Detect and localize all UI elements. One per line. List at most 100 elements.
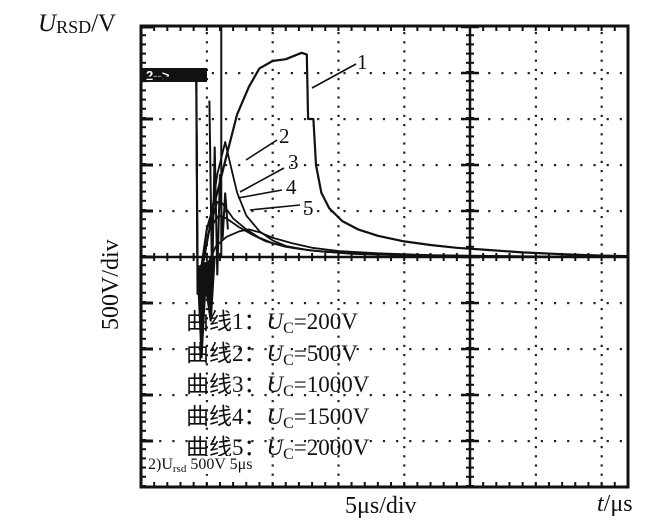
grid-dot	[211, 348, 214, 351]
grid-dot	[567, 394, 570, 397]
grid-dot	[277, 118, 280, 121]
grid-dot	[205, 206, 208, 209]
grid-dot	[600, 32, 603, 35]
grid-dot	[600, 114, 603, 117]
grid-dot	[534, 473, 537, 476]
grid-dot	[403, 50, 406, 53]
curve-tag-3: 3	[288, 150, 299, 174]
grid-dot	[534, 78, 537, 81]
grid-dot	[205, 151, 208, 154]
grid-dot	[619, 164, 622, 167]
grid-dot	[211, 302, 214, 305]
grid-dot	[224, 164, 228, 167]
grid-dot	[534, 409, 537, 412]
grid-dot	[205, 473, 208, 476]
grid-dot	[224, 348, 228, 351]
grid-dot	[277, 164, 280, 167]
grid-dot	[514, 440, 517, 443]
grid-dot	[205, 335, 208, 338]
grid-dot	[205, 427, 208, 430]
grid-dot	[271, 160, 274, 163]
grid-dot	[290, 164, 293, 167]
grid-dot	[198, 210, 201, 213]
grid-dot	[205, 59, 208, 62]
grid-dot	[606, 440, 609, 443]
grid-dot	[403, 354, 406, 357]
grid-dot	[172, 440, 175, 443]
grid-dot	[403, 41, 406, 44]
grid-dot	[382, 118, 386, 121]
grid-dot	[488, 72, 491, 75]
grid-dot	[534, 32, 537, 35]
grid-dot	[205, 87, 208, 90]
grid-dot	[534, 390, 537, 393]
grid-dot	[303, 118, 307, 121]
grid-dot	[435, 302, 438, 305]
grid-dot	[271, 188, 274, 191]
grid-dot	[600, 68, 603, 71]
grid-dot	[356, 164, 359, 167]
grid-dot	[514, 72, 517, 75]
grid-dot	[600, 280, 603, 283]
grid-dot	[403, 289, 406, 292]
grid-dot	[205, 381, 208, 384]
grid-dot	[403, 96, 406, 99]
grid-dot	[337, 197, 340, 200]
grid-dot	[211, 394, 214, 397]
grid-dot	[382, 210, 386, 213]
grid-dot	[337, 427, 340, 430]
grid-dot	[337, 78, 340, 81]
grid-dot	[396, 394, 399, 397]
grid-dot	[337, 68, 340, 71]
grid-dot	[337, 151, 340, 154]
legend-item: 曲线2：UC=500V	[186, 340, 358, 369]
grid-dot	[403, 298, 406, 301]
grid-dot	[567, 302, 570, 305]
grid-dot	[271, 179, 274, 182]
grid-dot	[403, 206, 406, 209]
grid-dot	[303, 348, 307, 351]
grid-dot	[600, 133, 603, 136]
grid-dot	[382, 72, 386, 75]
grid-dot	[403, 243, 406, 246]
grid-dot	[303, 302, 307, 305]
grid-dot	[403, 372, 406, 375]
grid-dot	[264, 118, 267, 121]
grid-dot	[343, 348, 346, 351]
grid-dot	[540, 118, 543, 121]
grid-dot	[185, 440, 188, 443]
grid-dot	[534, 142, 537, 145]
grid-dot	[435, 394, 438, 397]
grid-dot	[224, 72, 228, 75]
grid-dot	[356, 348, 359, 351]
leader-line-1	[311, 63, 357, 89]
grid-dot	[271, 32, 274, 35]
grid-dot	[271, 344, 274, 347]
grid-dot	[337, 418, 340, 421]
grid-dot	[448, 118, 451, 121]
grid-dot	[448, 164, 451, 167]
grid-dot	[422, 72, 425, 75]
grid-dot	[403, 78, 406, 81]
grid-dot	[534, 271, 537, 274]
grid-dot	[403, 225, 406, 228]
grid-dot	[534, 381, 537, 384]
grid-dot	[337, 262, 340, 265]
grid-dot	[337, 317, 340, 320]
grid-dot	[337, 436, 340, 439]
grid-dot	[198, 164, 201, 167]
grid-dot	[534, 160, 537, 163]
curve-tag-1: 1	[357, 50, 368, 74]
grid-dot	[369, 348, 372, 351]
grid-dot	[356, 210, 359, 213]
grid-dot	[251, 210, 254, 213]
grid-dot	[172, 118, 175, 121]
grid-dot	[580, 118, 583, 121]
grid-dot	[534, 298, 537, 301]
grid-dot	[337, 354, 340, 357]
grid-dot	[337, 133, 340, 136]
grid-dot	[224, 394, 228, 397]
grid-dot	[534, 317, 537, 320]
grid-dot	[403, 170, 406, 173]
grid-dot	[330, 440, 333, 443]
